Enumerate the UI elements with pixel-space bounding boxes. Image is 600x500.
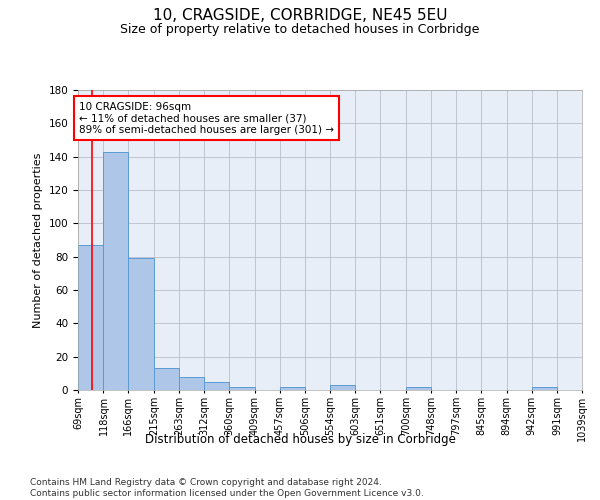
Bar (280, 386, 305, 390)
Bar (103, 152, 128, 390)
Bar (78, 245, 103, 390)
Bar (229, 386, 254, 390)
Bar (128, 258, 154, 390)
Text: Distribution of detached houses by size in Corbridge: Distribution of detached houses by size … (145, 432, 455, 446)
Bar (532, 386, 557, 390)
Bar (204, 382, 229, 390)
Text: 10, CRAGSIDE, CORBRIDGE, NE45 5EU: 10, CRAGSIDE, CORBRIDGE, NE45 5EU (153, 8, 447, 22)
Bar (154, 368, 179, 390)
Y-axis label: Number of detached properties: Number of detached properties (33, 152, 43, 328)
Bar (406, 386, 431, 390)
Text: 10 CRAGSIDE: 96sqm
← 11% of detached houses are smaller (37)
89% of semi-detache: 10 CRAGSIDE: 96sqm ← 11% of detached hou… (79, 102, 334, 135)
Bar (330, 385, 355, 390)
Text: Size of property relative to detached houses in Corbridge: Size of property relative to detached ho… (121, 22, 479, 36)
Text: Contains HM Land Registry data © Crown copyright and database right 2024.
Contai: Contains HM Land Registry data © Crown c… (30, 478, 424, 498)
Bar (179, 376, 204, 390)
